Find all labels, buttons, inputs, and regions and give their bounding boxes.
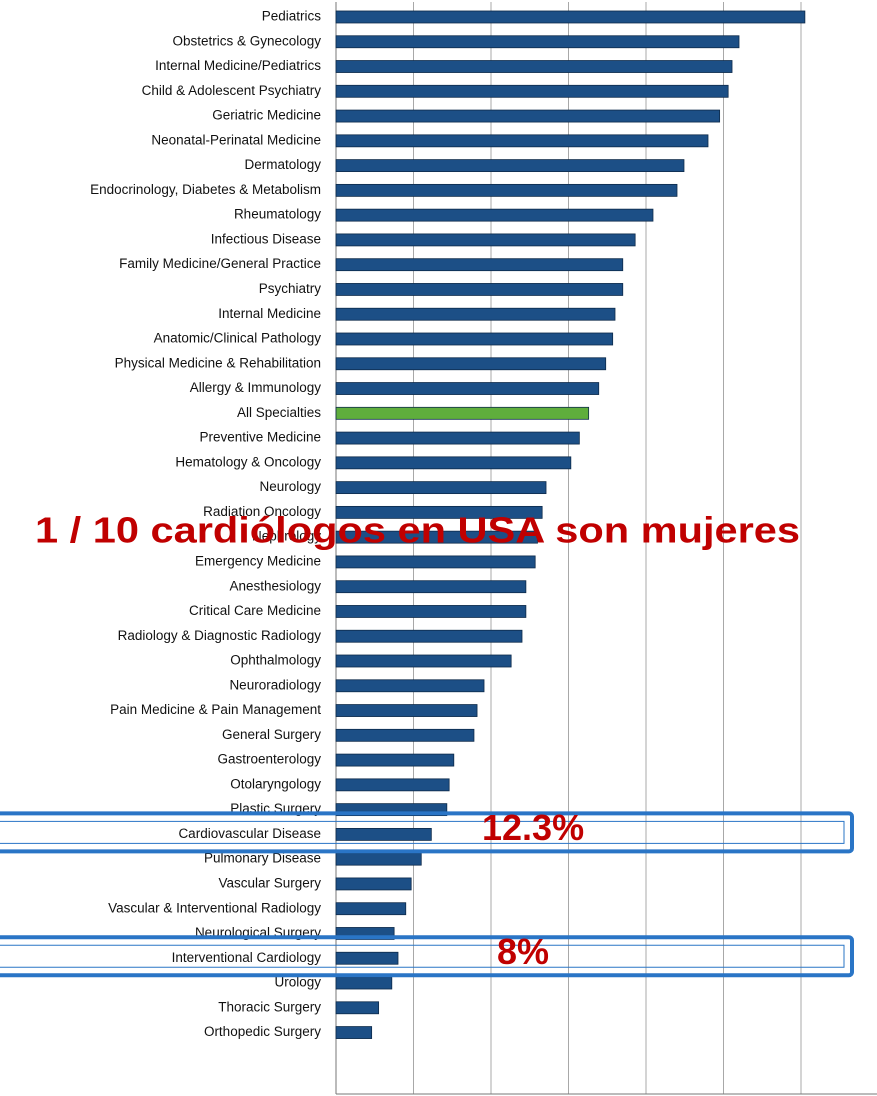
bar bbox=[335, 258, 624, 272]
category-label: Neurology bbox=[259, 479, 321, 494]
bar bbox=[335, 852, 422, 866]
bars bbox=[335, 10, 806, 1039]
bar bbox=[335, 679, 485, 693]
bar bbox=[335, 827, 432, 841]
bar bbox=[335, 1001, 380, 1015]
bar bbox=[335, 134, 709, 148]
bar bbox=[335, 35, 740, 49]
category-label: Allergy & Immunology bbox=[190, 380, 322, 395]
category-label: Nephrology bbox=[252, 529, 321, 544]
category-label: Psychiatry bbox=[259, 281, 322, 296]
category-label: Physical Medicine & Rehabilitation bbox=[115, 355, 321, 370]
category-label: Cardiovascular Disease bbox=[178, 826, 321, 841]
bar bbox=[335, 10, 806, 24]
bar bbox=[335, 877, 412, 891]
category-label: Pain Medicine & Pain Management bbox=[110, 702, 321, 717]
highlight-box bbox=[0, 811, 854, 854]
bar bbox=[335, 753, 455, 767]
category-label: Pediatrics bbox=[262, 9, 322, 24]
bar bbox=[335, 431, 580, 445]
bar bbox=[335, 159, 685, 173]
bar bbox=[335, 382, 600, 395]
category-label: Rheumatology bbox=[234, 207, 321, 222]
bar bbox=[335, 84, 729, 98]
category-label: Radiology & Diagnostic Radiology bbox=[118, 628, 322, 643]
bar bbox=[335, 307, 616, 321]
category-label: Dermatology bbox=[244, 157, 321, 172]
bar bbox=[335, 778, 450, 792]
bar bbox=[335, 406, 590, 420]
bar bbox=[335, 208, 654, 222]
category-label: Anesthesiology bbox=[229, 578, 321, 593]
bar bbox=[335, 654, 512, 668]
category-label: Orthopedic Surgery bbox=[204, 1024, 321, 1039]
category-label: Internal Medicine bbox=[218, 306, 321, 321]
category-label: Thoracic Surgery bbox=[218, 999, 321, 1014]
category-label: Neonatal-Perinatal Medicine bbox=[151, 132, 321, 147]
bar bbox=[335, 60, 733, 73]
bar bbox=[335, 555, 536, 569]
highlight-box-inner bbox=[0, 820, 845, 844]
bar bbox=[335, 951, 399, 965]
category-label: Pulmonary Disease bbox=[204, 851, 321, 866]
category-label: Ophthalmology bbox=[230, 653, 321, 668]
category-label: Vascular & Interventional Radiology bbox=[108, 900, 321, 915]
labels: Pediatrics Obstetrics & Gynecology Interna… bbox=[90, 9, 321, 1040]
category-label: Urology bbox=[274, 975, 321, 990]
category-label: Hematology & Oncology bbox=[175, 454, 321, 469]
annotations: 1 / 10 cardiólogos en USA son mujeres 12.… bbox=[0, 510, 854, 978]
category-label: Preventive Medicine bbox=[199, 430, 321, 445]
category-label: Interventional Cardiology bbox=[172, 950, 322, 965]
category-label: Gastroenterology bbox=[217, 752, 321, 767]
category-label: Endocrinology, Diabetes & Metabolism bbox=[90, 182, 321, 197]
category-label: Internal Medicine/Pediatrics bbox=[155, 58, 321, 73]
annotation-value: 8% bbox=[497, 931, 549, 972]
bar bbox=[335, 902, 407, 916]
category-label: Obstetrics & Gynecology bbox=[172, 33, 321, 48]
bar bbox=[335, 283, 624, 296]
category-label: Geriatric Medicine bbox=[212, 108, 321, 123]
bar bbox=[335, 629, 523, 643]
category-label: Vascular Surgery bbox=[218, 875, 321, 890]
bar bbox=[335, 605, 527, 618]
category-label: Child & Adolescent Psychiatry bbox=[142, 83, 322, 98]
bar bbox=[335, 505, 543, 519]
bar bbox=[335, 183, 678, 197]
category-label: Anatomic/Clinical Pathology bbox=[154, 331, 322, 346]
category-label: All Specialties bbox=[237, 405, 321, 420]
bar bbox=[335, 1026, 373, 1039]
bar bbox=[335, 580, 527, 594]
category-label: Infectious Disease bbox=[211, 231, 321, 246]
bar bbox=[335, 976, 393, 990]
bar bbox=[335, 704, 478, 717]
bar bbox=[335, 332, 614, 346]
highlight-box-inner bbox=[0, 944, 845, 968]
bar bbox=[335, 481, 547, 495]
annotation-title: 1 / 10 cardiólogos en USA son mujeres bbox=[35, 510, 800, 551]
category-label: Neuroradiology bbox=[229, 677, 321, 692]
category-label: Family Medicine/General Practice bbox=[119, 256, 321, 271]
annotation-value: 12.3% bbox=[482, 807, 584, 848]
category-label: Radiation Oncology bbox=[203, 504, 321, 519]
category-label: Critical Care Medicine bbox=[189, 603, 321, 618]
category-label: Emergency Medicine bbox=[195, 553, 321, 568]
category-label: Otolaryngology bbox=[230, 776, 321, 791]
bar bbox=[335, 530, 538, 544]
bar bbox=[335, 456, 572, 470]
bar bbox=[335, 109, 721, 123]
bar bbox=[335, 357, 607, 371]
category-label: General Surgery bbox=[222, 727, 321, 742]
bar bbox=[335, 233, 636, 247]
highlight-box bbox=[0, 935, 854, 978]
bar bbox=[335, 728, 475, 742]
